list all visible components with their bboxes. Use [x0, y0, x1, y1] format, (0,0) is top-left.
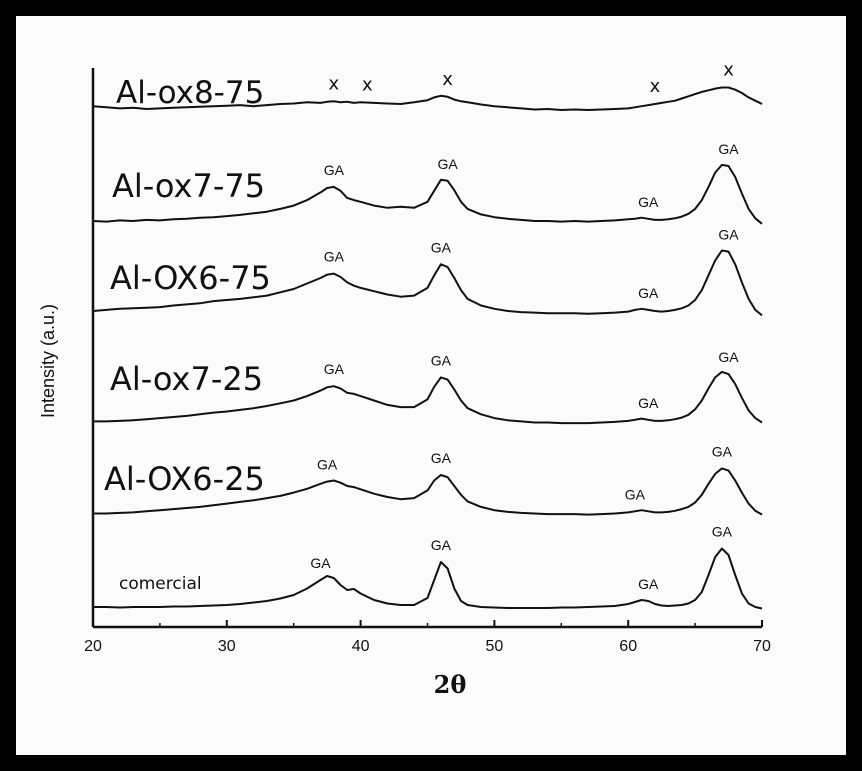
series-label: Al-OX6-75 [110, 259, 271, 297]
peak-label-ga: GA [431, 537, 452, 553]
peak-label-ga: GA [431, 239, 452, 255]
peak-label-ga: GA [431, 450, 452, 466]
series-label: Al-ox7-25 [110, 360, 263, 398]
peak-label-ga: GA [712, 524, 733, 540]
peak-label-ga: GA [317, 457, 338, 473]
peak-label-ga: GA [324, 249, 345, 265]
peak-marker-x: x [442, 69, 453, 90]
peak-marker-x: x [329, 73, 340, 94]
series-line [93, 370, 763, 425]
peak-label-ga: GA [718, 349, 739, 365]
peak-label-ga: GA [310, 555, 331, 571]
peak-marker-x: x [362, 74, 373, 95]
peak-label-ga: GA [431, 352, 452, 368]
chart-frame: 20 30 40 50 60 70 2θ Intensity (a.u.) Al-ox8-75 A… [16, 16, 846, 755]
peak-label-ga: GA [625, 486, 646, 502]
series-label: Al-ox7-75 [112, 167, 265, 205]
peak-label-ga: GA [638, 194, 659, 210]
series-line [92, 249, 763, 317]
peak-label-ga: GA [324, 361, 345, 377]
x-tick-label: 20 [84, 638, 102, 655]
x-tick-label: 60 [619, 638, 637, 655]
peak-marker-x: x [650, 76, 661, 97]
x-tick-label: 50 [486, 638, 504, 655]
peak-label-ga: GA [718, 141, 739, 157]
peak-label-ga: GA [638, 395, 659, 411]
series-label: Al-ox8-75 [116, 75, 264, 111]
peak-label-ga: GA [324, 162, 345, 178]
peak-label-ga: GA [712, 443, 733, 459]
x-tick-label: 40 [352, 638, 370, 655]
x-axis-title: 2θ [434, 670, 467, 699]
series-line [93, 547, 763, 610]
series-line [93, 467, 763, 516]
x-tick-label: 70 [753, 638, 771, 655]
series-line [92, 163, 763, 225]
peak-label-ga: GA [437, 156, 458, 172]
series-label: Al-OX6-25 [104, 460, 265, 498]
peak-label-ga: GA [718, 227, 739, 243]
series-line [92, 86, 763, 111]
peak-label-ga: GA [638, 285, 659, 301]
y-axis-title: Intensity (a.u.) [38, 304, 58, 418]
x-tick-label: 30 [218, 638, 236, 655]
series-label: comercial [119, 574, 202, 594]
peak-marker-x: x [723, 60, 734, 81]
xrd-chart: 20 30 40 50 60 70 2θ Intensity (a.u.) Al-ox8-75 A… [38, 60, 771, 700]
peak-label-ga: GA [638, 576, 659, 592]
